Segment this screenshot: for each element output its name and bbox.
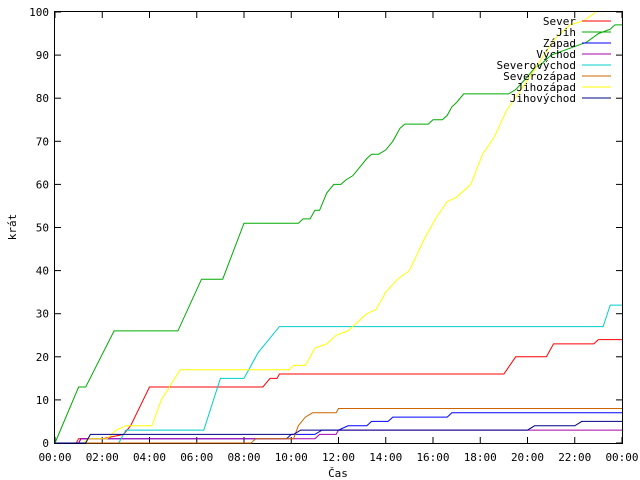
- x-tick-label: 04:00: [133, 451, 166, 464]
- y-tick-label: 90: [36, 49, 49, 62]
- series-line-8: [55, 420, 622, 444]
- series-line-2: [54, 24, 622, 444]
- series-lines: [54, 11, 622, 444]
- series-line-7: [55, 11, 597, 444]
- x-tick-label: 16:00: [416, 451, 449, 464]
- x-tick-label: 02:00: [86, 451, 119, 464]
- y-tick-label: 0: [42, 437, 49, 450]
- legend-label: Jihozápad: [516, 81, 576, 94]
- x-tick-label: 20:00: [511, 451, 544, 464]
- y-axis-label: krát: [6, 214, 19, 241]
- series-line-4: [55, 429, 622, 444]
- y-tick-label: 30: [36, 308, 49, 321]
- series-line-5: [55, 304, 622, 444]
- x-tick-label: 18:00: [464, 451, 497, 464]
- y-tick-label: 70: [36, 135, 49, 148]
- x-tick-label: 08:00: [227, 451, 260, 464]
- legend-label: Východ: [536, 48, 576, 61]
- legend-label: Sever: [543, 15, 576, 28]
- plot-frame: [54, 11, 623, 444]
- y-tick-label: 20: [36, 351, 49, 364]
- y-tick-label: 40: [36, 265, 49, 278]
- x-axis-label: Čas: [328, 467, 348, 480]
- x-tick-label: 00:00: [38, 451, 71, 464]
- y-tick-label: 80: [36, 92, 49, 105]
- series-line-1: [55, 339, 622, 444]
- x-tick-label: 22:00: [558, 451, 591, 464]
- x-tick-label: 12:00: [322, 451, 355, 464]
- y-tick-label: 60: [36, 178, 49, 191]
- series-line-6: [55, 408, 622, 444]
- legend-label: Západ: [543, 37, 576, 50]
- legend-label: Severozápad: [503, 70, 576, 83]
- legend-label: Severovýchod: [497, 59, 576, 72]
- y-tick-label: 100: [29, 6, 49, 19]
- legend-label: Jih: [556, 26, 576, 39]
- y-tick-label: 10: [36, 394, 49, 407]
- x-tick-label: 10:00: [275, 451, 308, 464]
- legend: SeverJihZápadVýchodSeverovýchodSeverozáp…: [497, 15, 611, 105]
- axis-ticks: 0 10 20 30 40 50 60 70 80 90 100 00:00 02:00 04:00 06:…: [29, 6, 638, 464]
- y-tick-label: 50: [36, 222, 49, 235]
- x-tick-label: 06:00: [180, 451, 213, 464]
- legend-label: Jihovýchod: [510, 92, 576, 105]
- x-tick-label: 14:00: [369, 451, 402, 464]
- x-tick-label: 00:00: [605, 451, 638, 464]
